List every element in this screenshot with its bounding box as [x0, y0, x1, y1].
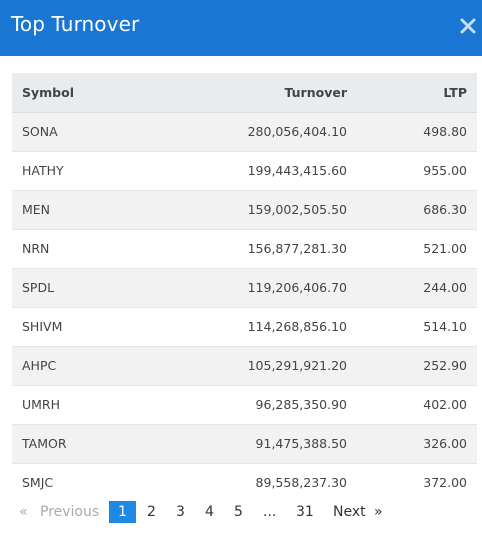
- table-row: UMRH 96,285,350.90 402.00: [12, 384, 477, 424]
- cell-ltp: 326.00: [353, 423, 477, 463]
- table-row: SONA 280,056,404.10 498.80: [12, 111, 477, 151]
- table-row: MEN 159,002,505.50 686.30: [12, 189, 477, 229]
- cell-turnover: 91,475,388.50: [202, 423, 353, 463]
- page-button-2[interactable]: 2: [147, 504, 156, 520]
- column-header-symbol[interactable]: Symbol: [12, 73, 202, 113]
- cell-ltp: 498.80: [353, 111, 477, 151]
- cell-ltp: 252.90: [353, 345, 477, 385]
- page-button-3[interactable]: 3: [176, 504, 185, 520]
- pagination-ellipsis: ...: [263, 504, 277, 520]
- cell-symbol: SMJC: [12, 462, 202, 502]
- table-row: NRN 156,877,281.30 521.00: [12, 228, 477, 268]
- next-button[interactable]: Next: [333, 504, 366, 520]
- table-row: AHPC 105,291,921.20 252.90: [12, 345, 477, 385]
- previous-button[interactable]: Previous: [40, 504, 100, 520]
- previous-arrow-icon: «: [19, 504, 28, 520]
- cell-ltp: 686.30: [353, 189, 477, 229]
- cell-ltp: 955.00: [353, 150, 477, 190]
- cell-symbol: SPDL: [12, 267, 202, 307]
- cell-turnover: 199,443,415.60: [202, 150, 353, 190]
- cell-ltp: 244.00: [353, 267, 477, 307]
- cell-symbol: SONA: [12, 111, 202, 151]
- cell-symbol: AHPC: [12, 345, 202, 385]
- modal-header: Top Turnover: [0, 0, 482, 56]
- column-header-ltp[interactable]: LTP: [353, 73, 477, 113]
- cell-turnover: 280,056,404.10: [202, 111, 353, 151]
- cell-symbol: MEN: [12, 189, 202, 229]
- cell-symbol: HATHY: [12, 150, 202, 190]
- cell-symbol: UMRH: [12, 384, 202, 424]
- pagination: « Previous 1 2 3 4 5 ... 31 Next »: [12, 501, 477, 523]
- table-row: TAMOR 91,475,388.50 326.00: [12, 423, 477, 463]
- modal-title: Top Turnover: [11, 12, 140, 36]
- close-icon[interactable]: [458, 15, 478, 37]
- cell-turnover: 156,877,281.30: [202, 228, 353, 268]
- cell-ltp: 402.00: [353, 384, 477, 424]
- cell-symbol: NRN: [12, 228, 202, 268]
- cell-turnover: 119,206,406.70: [202, 267, 353, 307]
- cell-ltp: 514.10: [353, 306, 477, 346]
- table-row: SMJC 89,558,237.30 372.00: [12, 462, 477, 502]
- cell-ltp: 521.00: [353, 228, 477, 268]
- page-button-4[interactable]: 4: [205, 504, 214, 520]
- cell-turnover: 89,558,237.30: [202, 462, 353, 502]
- cell-turnover: 159,002,505.50: [202, 189, 353, 229]
- cell-turnover: 114,268,856.10: [202, 306, 353, 346]
- column-header-turnover[interactable]: Turnover: [202, 73, 353, 113]
- page-button-31[interactable]: 31: [296, 504, 314, 520]
- cell-ltp: 372.00: [353, 462, 477, 502]
- table-row: HATHY 199,443,415.60 955.00: [12, 150, 477, 190]
- cell-symbol: TAMOR: [12, 423, 202, 463]
- cell-turnover: 105,291,921.20: [202, 345, 353, 385]
- cell-turnover: 96,285,350.90: [202, 384, 353, 424]
- cell-symbol: SHIVM: [12, 306, 202, 346]
- table-row: SPDL 119,206,406.70 244.00: [12, 267, 477, 307]
- page-button-5[interactable]: 5: [234, 504, 243, 520]
- page-button-1[interactable]: 1: [109, 501, 136, 523]
- table-row: SHIVM 114,268,856.10 514.10: [12, 306, 477, 346]
- next-arrow-icon[interactable]: »: [374, 504, 383, 520]
- table-header-row: Symbol Turnover LTP: [12, 73, 477, 113]
- turnover-table: Symbol Turnover LTP SONA 280,056,404.10 …: [12, 73, 477, 502]
